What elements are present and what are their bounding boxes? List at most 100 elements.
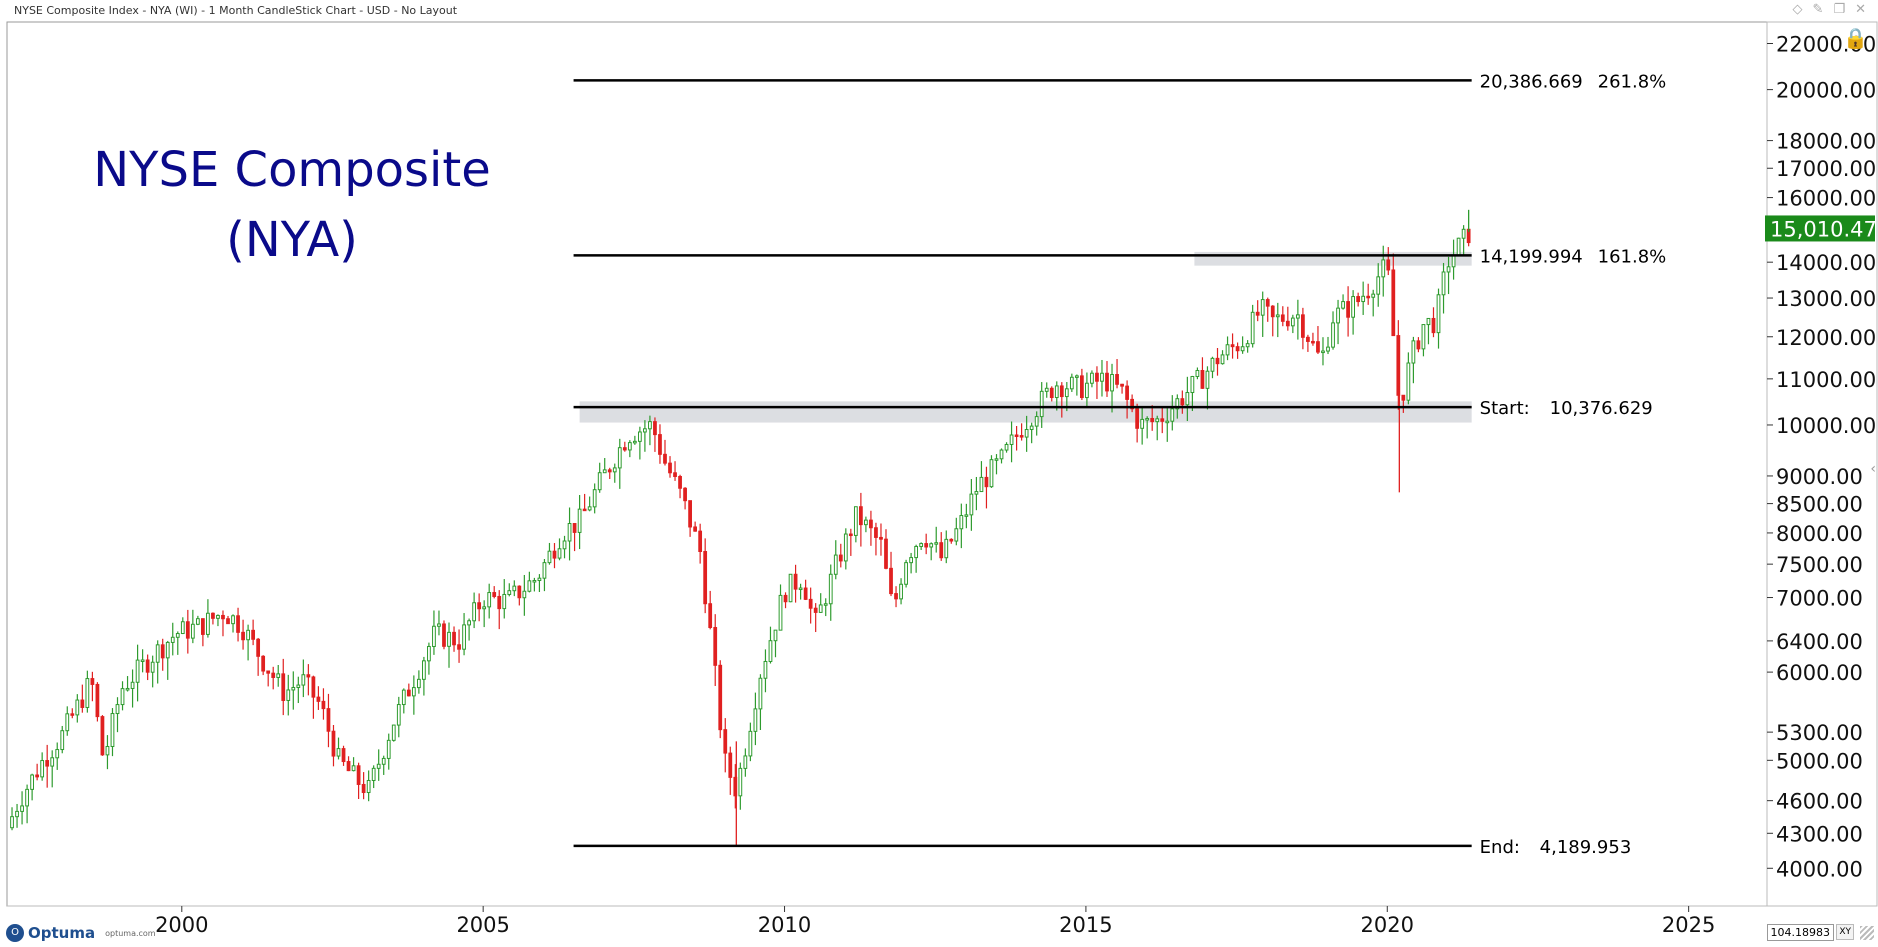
candle-body <box>1426 317 1431 326</box>
candle <box>286 674 291 716</box>
xy-toggle-button[interactable]: XY <box>1836 924 1854 940</box>
candle-body <box>617 447 622 469</box>
candle <box>577 495 582 550</box>
candle-body <box>728 752 733 778</box>
candle <box>869 510 873 546</box>
candle-body <box>673 472 677 477</box>
candle <box>803 579 808 601</box>
candle <box>607 467 612 479</box>
candle <box>155 640 160 684</box>
candle-body <box>874 527 878 538</box>
candle-body <box>622 447 627 451</box>
candle-body <box>587 506 592 511</box>
candle-body <box>1215 357 1220 365</box>
candle-body <box>1341 301 1345 309</box>
candle <box>1160 407 1165 434</box>
candle <box>376 749 381 781</box>
candle <box>1085 372 1089 407</box>
candle-body <box>1100 372 1104 382</box>
candle-body <box>1009 434 1014 445</box>
candle <box>843 528 848 570</box>
candle-body <box>482 606 487 610</box>
y-tick-label: 16000.00 <box>1776 187 1876 211</box>
x-tick-label: 2010 <box>758 913 811 937</box>
candle-body <box>140 659 145 662</box>
candle <box>170 622 175 656</box>
candle-body <box>391 724 396 741</box>
candle <box>864 516 868 533</box>
candle-body <box>1381 259 1386 278</box>
candle-body <box>1085 382 1089 399</box>
x-tick-label: 2005 <box>456 913 509 937</box>
candle <box>1341 294 1345 310</box>
candle <box>643 420 647 452</box>
candle-body <box>678 475 682 489</box>
candle <box>30 773 34 801</box>
candle-body <box>371 767 376 781</box>
candle-body <box>663 453 667 464</box>
candle <box>999 448 1004 464</box>
candle-body <box>366 779 371 794</box>
candle <box>1069 373 1074 392</box>
candle-body <box>738 767 743 797</box>
close-icon[interactable]: ✕ <box>1855 2 1866 17</box>
candle <box>673 461 677 481</box>
candle <box>1416 337 1421 353</box>
candle <box>1451 239 1456 280</box>
candle <box>1250 304 1255 348</box>
candle-body <box>80 699 85 708</box>
candle-body <box>100 716 105 756</box>
resize-grip[interactable] <box>1860 926 1874 940</box>
candle-body <box>1461 228 1466 239</box>
candle <box>778 584 783 631</box>
candle-body <box>547 550 552 564</box>
fib-value: 4,189.953 <box>1540 837 1632 858</box>
candle-body <box>823 603 828 606</box>
candle <box>477 593 482 622</box>
candle-body <box>919 543 924 547</box>
y-tick-label: 5300.00 <box>1776 721 1863 745</box>
candle-body <box>427 645 431 662</box>
y-axis-panel <box>1766 21 1878 907</box>
candle-body <box>708 603 713 628</box>
candle <box>783 592 788 609</box>
candle <box>1220 350 1225 365</box>
candle <box>537 574 542 593</box>
candle-body <box>1265 299 1270 307</box>
candle-body <box>969 493 974 516</box>
candle-body <box>592 489 597 508</box>
fib-value: 20,386.669 <box>1480 71 1583 92</box>
candle-body <box>1039 390 1044 418</box>
candle <box>899 578 903 605</box>
candle-body <box>577 508 582 533</box>
candle <box>125 676 130 692</box>
chevron-left-icon[interactable]: ‹ <box>1870 461 1876 477</box>
candle <box>497 590 502 630</box>
candle <box>467 618 471 641</box>
candle-body <box>246 629 250 641</box>
y-tick-label: 10000.00 <box>1776 414 1876 438</box>
candle-body <box>1306 336 1310 342</box>
lock-icon[interactable]: 🔒 <box>1843 26 1868 50</box>
diamond-icon[interactable]: ◇ <box>1792 2 1803 17</box>
candle <box>793 564 798 603</box>
candle-body <box>507 590 512 595</box>
candle <box>773 629 778 658</box>
candle <box>1024 415 1029 452</box>
candle <box>1240 336 1245 354</box>
candle-body <box>1351 296 1355 318</box>
restore-icon[interactable]: ❐ <box>1833 2 1846 17</box>
candle <box>572 523 577 552</box>
candle-body <box>105 745 110 756</box>
candle-body <box>1376 276 1381 295</box>
y-tick-label: 18000.00 <box>1776 130 1876 154</box>
pin-icon[interactable]: ✎ <box>1812 2 1824 17</box>
candle-body <box>1080 375 1084 399</box>
candle-body <box>135 659 140 683</box>
candle-body <box>236 615 240 633</box>
candle <box>201 618 205 647</box>
candle <box>502 579 507 619</box>
candle-body <box>437 623 441 627</box>
candle-body <box>75 699 80 716</box>
candle <box>723 718 728 773</box>
